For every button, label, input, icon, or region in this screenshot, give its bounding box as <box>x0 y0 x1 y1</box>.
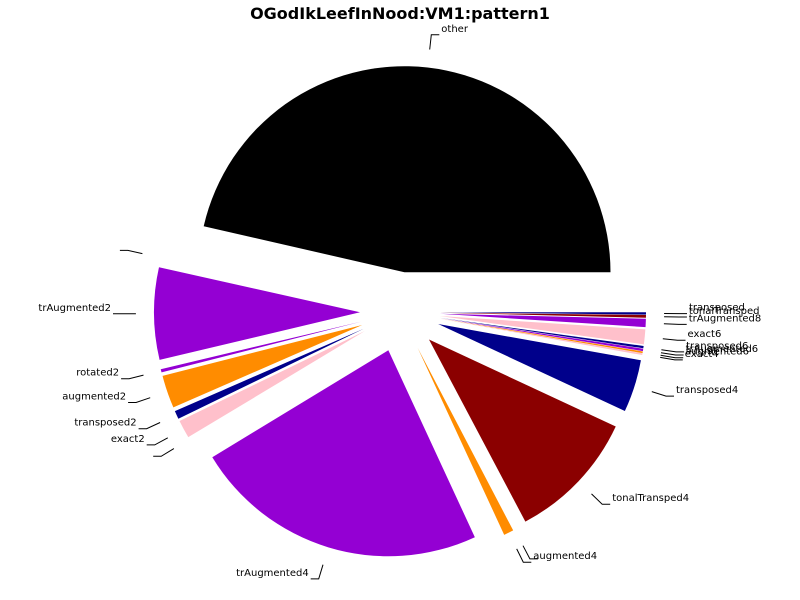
slice-transposed2-5 <box>174 328 364 419</box>
leader-transposed4-12 <box>651 391 674 397</box>
slice-blank-10 <box>418 347 516 530</box>
label-transposed2: transposed2 <box>74 418 136 429</box>
slice-tonaltransped-19 <box>439 312 646 318</box>
pie-slices <box>154 66 646 557</box>
leader-exact4-13 <box>660 356 683 361</box>
label-exact6: exact6 <box>688 329 722 340</box>
leader-blank-1 <box>119 249 143 255</box>
slice-blank-1 <box>159 257 361 304</box>
label-traugmented8: trAugmented8 <box>689 313 762 324</box>
leader-augmented6-14 <box>660 354 684 359</box>
leader-transposed2-5 <box>138 422 161 430</box>
leader-traugmented8-18 <box>663 323 687 325</box>
label-augmented2: augmented2 <box>62 392 126 403</box>
leader-rotated2-3 <box>121 374 144 380</box>
leader-traugmented4-8 <box>310 564 324 580</box>
leader-exact6-17 <box>662 338 686 341</box>
slice-transposed4-12 <box>438 324 641 412</box>
leader-traugmented6-15 <box>660 352 684 356</box>
label-exact4: exact4 <box>685 349 719 360</box>
slice-traugmented2-2 <box>154 267 361 360</box>
slice-traugmented4-8 <box>212 350 475 557</box>
slice-other-0 <box>203 66 611 273</box>
slice-augmented4-9 <box>417 347 514 535</box>
label-tonaltransped4: tonalTransped4 <box>612 493 689 504</box>
label-transposed: transposed <box>689 303 745 314</box>
leader-augmented2-4 <box>128 397 151 403</box>
label-augmented6: augmented6 <box>685 347 749 358</box>
label-augmented4: augmented4 <box>533 551 597 562</box>
slice-transposed-20 <box>439 312 646 315</box>
label-exact2: exact2 <box>111 434 145 445</box>
slice-augmented6-14 <box>439 318 643 354</box>
leader-blank-10 <box>522 545 538 560</box>
leader-blank-7 <box>153 448 175 457</box>
label-rotated2: rotated2 <box>76 368 119 379</box>
slice-exact4-13 <box>439 318 643 356</box>
slice-augmented2-4 <box>162 324 363 408</box>
slice-traugmented6-15 <box>439 318 644 352</box>
leader-augmented4-9 <box>516 548 532 563</box>
label-transposed4: transposed4 <box>676 385 738 396</box>
slice-exact6-17 <box>439 316 646 345</box>
slice-transposed6-16 <box>439 317 644 349</box>
slice-rotated2-3 <box>160 321 362 373</box>
slice-traugmented8-18 <box>439 313 646 328</box>
leader-transposed6-16 <box>661 349 685 353</box>
label-transposed6: transposed6 <box>686 341 748 352</box>
pie-labels: other trAugmented2 rotated2 augmented2 trans… <box>38 24 762 580</box>
leader-exact2-6 <box>146 437 169 446</box>
leader-other-0 <box>429 34 440 50</box>
label-traugmented2: trAugmented2 <box>38 303 111 314</box>
slice-tonaltransped4-11 <box>428 339 616 522</box>
label-tonaltransped: tonalTransped <box>689 306 760 317</box>
slice-blank-7 <box>189 332 366 440</box>
chart-title: OGodIkLeefInNood:VM1:pattern1 <box>250 4 550 23</box>
label-other: other <box>441 24 469 35</box>
leader-tonaltransped4-11 <box>591 493 611 505</box>
label-traugmented6: trAugmented6 <box>686 344 759 355</box>
slice-exact2-6 <box>179 331 365 438</box>
label-traugmented4: trAugmented4 <box>236 568 309 579</box>
